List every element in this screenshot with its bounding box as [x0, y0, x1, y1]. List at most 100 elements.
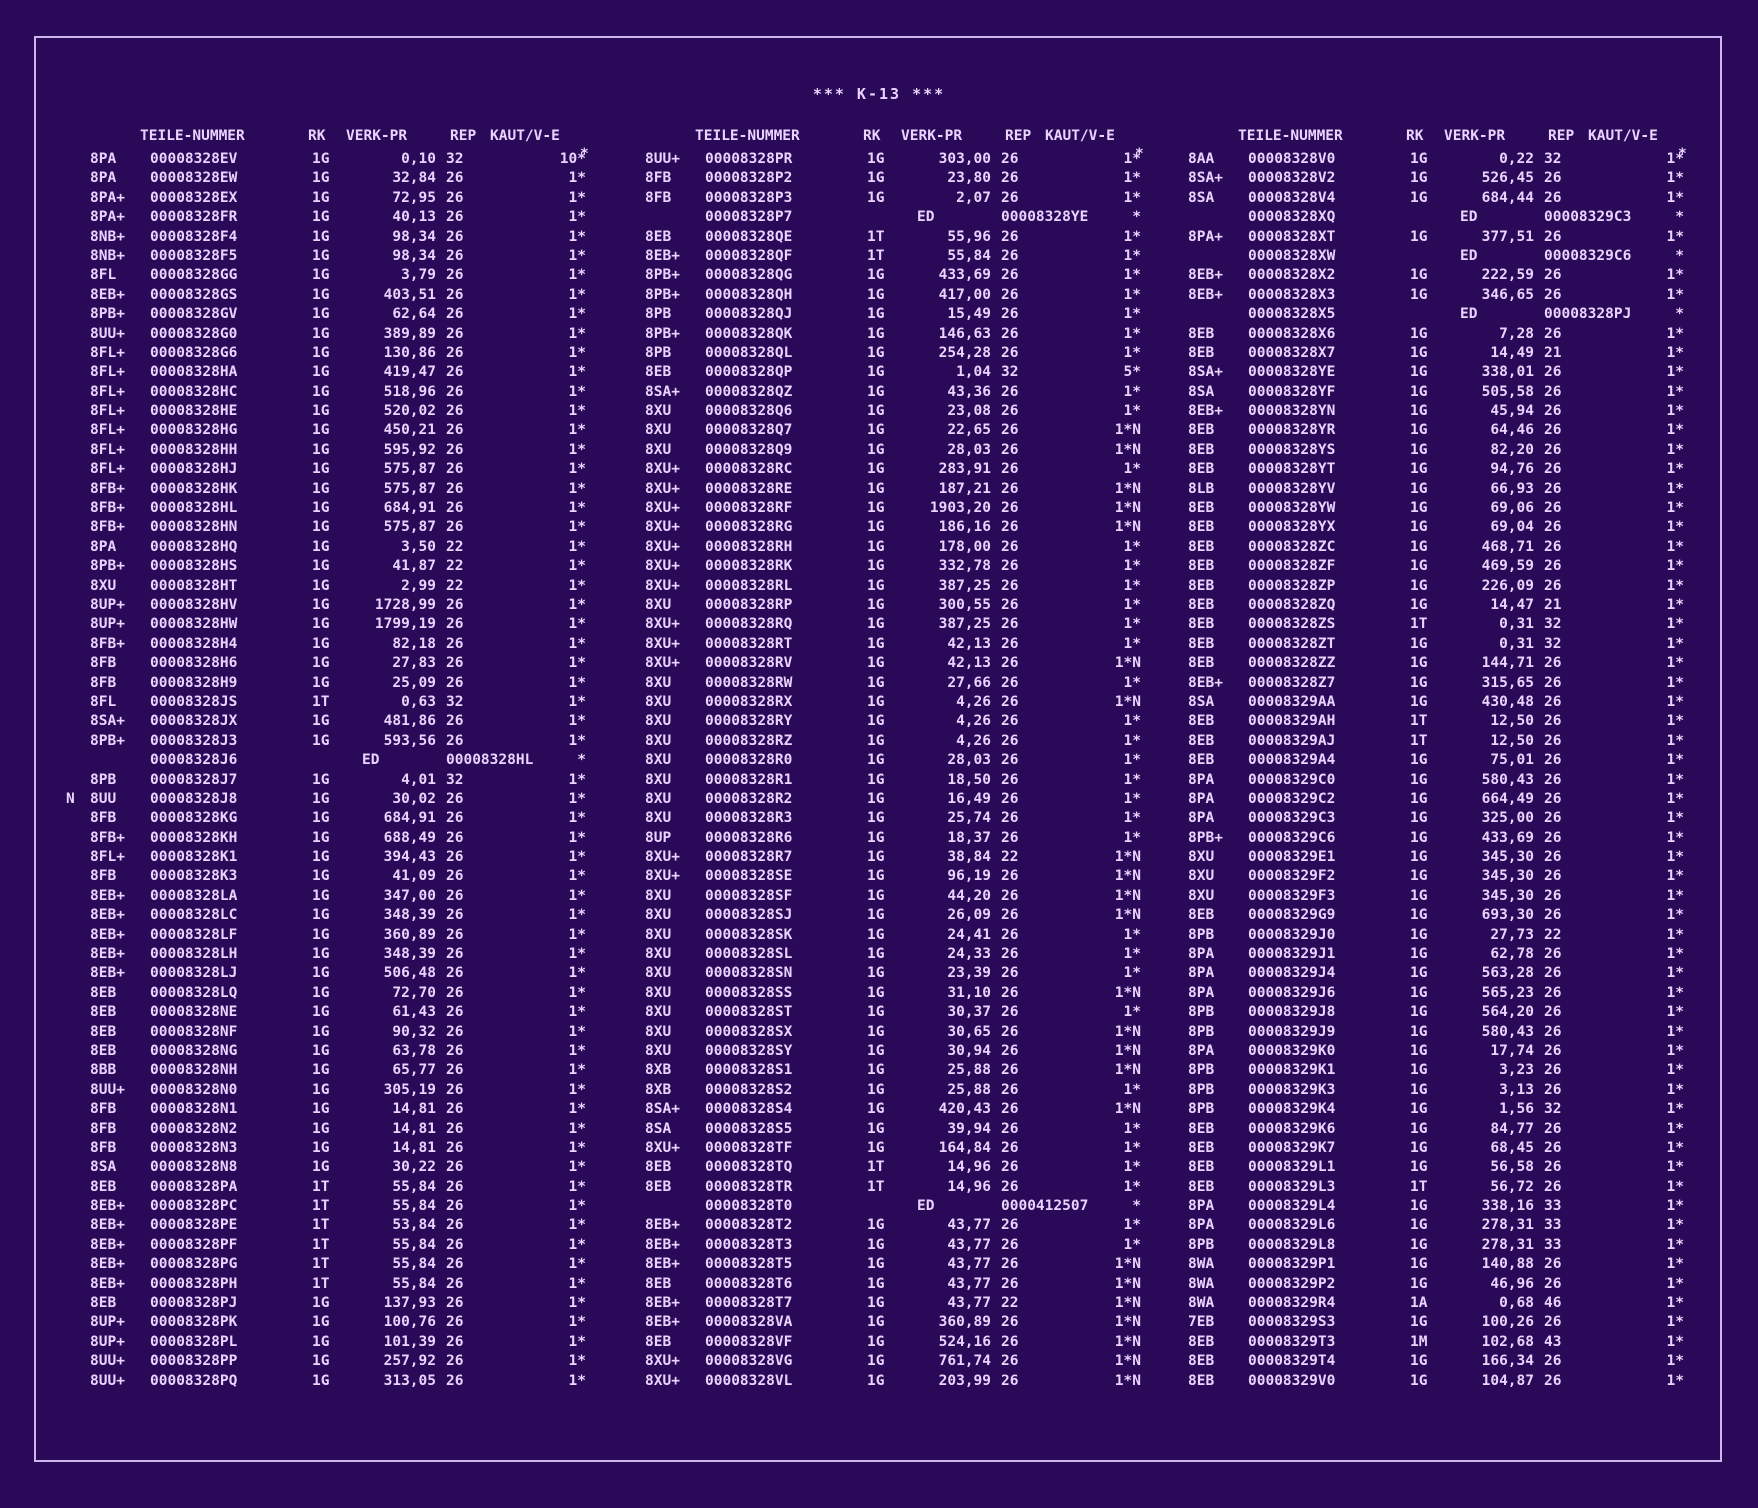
part-number: 00008328XT	[1248, 228, 1336, 245]
price: 24,33	[947, 946, 991, 963]
rk-code: 1G	[312, 635, 330, 652]
part-number: 00008328YT	[1248, 461, 1336, 478]
price: 563,28	[1481, 965, 1534, 982]
table-row: 8PB+ 00008328QH 1G 417,00 26 1*	[621, 286, 1161, 305]
row-prefix: 8PB	[1188, 1004, 1215, 1021]
price: 55,84	[392, 1275, 436, 1292]
rep-code: 26	[1544, 383, 1562, 400]
rk-code: 1G	[1410, 228, 1428, 245]
kaut-ve: 1*	[1666, 151, 1684, 167]
price: 41,87	[392, 558, 436, 575]
price: 14,81	[392, 1139, 436, 1156]
kaut-ve: 1*	[1666, 480, 1684, 497]
rk-code: 1G	[867, 1023, 885, 1040]
table-row: 8EB 00008328T6 1G 43,77 26 1*N	[621, 1275, 1161, 1294]
kaut-ve: 1*	[568, 946, 586, 963]
table-row: 8FL+ 00008328HE 1G 520,02 26 1*	[66, 402, 606, 421]
price: 526,45	[1481, 170, 1534, 187]
part-number: 00008329G9	[1248, 907, 1336, 924]
rep-code: 26	[446, 228, 464, 245]
row-prefix: 8FB+	[90, 480, 125, 497]
ed-marker: ED	[917, 1198, 935, 1215]
table-row: 8UU+ 00008328PP 1G 257,92 26 1*	[66, 1352, 606, 1371]
row-prefix: 8FB+	[90, 635, 125, 652]
kaut-ve: 1*	[1666, 713, 1684, 730]
part-number: 00008329F3	[1248, 887, 1336, 904]
price: 593,56	[383, 732, 436, 749]
row-prefix: 8EB+	[90, 1198, 125, 1215]
row-prefix: 8FB	[90, 810, 117, 827]
rk-code: 1G	[312, 1062, 330, 1079]
kaut-ve: 1*	[1666, 422, 1684, 439]
rep-code: 26	[1001, 752, 1019, 769]
price: 55,84	[392, 1236, 436, 1253]
table-row: 8PA 00008329C0 1G 580,43 26 1*	[1164, 771, 1704, 790]
rk-code: 1G	[867, 364, 885, 381]
table-row: 8XU+ 00008328RH 1G 178,00 26 1*	[621, 538, 1161, 557]
table-row: 8EB 00008329AH 1T 12,50 26 1*	[1164, 712, 1704, 731]
rep-code: 26	[1001, 461, 1019, 478]
rk-code: 1G	[312, 519, 330, 536]
kaut-ve: 1*N	[1114, 849, 1141, 866]
table-row: 8SA+ 00008328JX 1G 481,86 26 1*	[66, 712, 606, 731]
kaut-ve: 1*	[1123, 1178, 1141, 1195]
rep-code: 26	[1544, 1081, 1562, 1098]
row-prefix: 8XU+	[645, 538, 680, 555]
part-number: 00008329C0	[1248, 771, 1336, 788]
price: 69,06	[1490, 500, 1534, 517]
table-row: 8FL+ 00008328K1 1G 394,43 26 1*	[66, 848, 606, 867]
rep-code: 26	[1544, 500, 1562, 517]
rk-code: 1G	[312, 887, 330, 904]
rep-code: 26	[1001, 306, 1019, 323]
price: 14,96	[947, 1159, 991, 1176]
price: 100,26	[1481, 1314, 1534, 1331]
rep-code: 26	[446, 403, 464, 420]
table-row: 8EB+ 00008328LJ 1G 506,48 26 1*	[66, 964, 606, 983]
rk-code: 1G	[312, 383, 330, 400]
table-row: 8FL+ 00008328HC 1G 518,96 26 1*	[66, 383, 606, 402]
rk-code: 1G	[867, 1004, 885, 1021]
kaut-ve: 1*	[568, 1295, 586, 1312]
part-number: 00008329L3	[1248, 1178, 1336, 1195]
rk-code: 1G	[867, 596, 885, 613]
part-number: 00008328S2	[705, 1081, 793, 1098]
rep-code: 26	[1544, 810, 1562, 827]
price: 41,09	[392, 868, 436, 885]
row-prefix: 8PB+	[645, 325, 680, 342]
rep-code: 26	[446, 984, 464, 1001]
kaut-ve: 1*	[1666, 1236, 1684, 1253]
replacement-number: 0000412507	[1001, 1198, 1089, 1215]
rep-code: 26	[1544, 441, 1562, 458]
rep-code: 26	[446, 247, 464, 264]
part-number: 00008328PP	[150, 1353, 238, 1370]
kaut-ve: 1*	[1123, 732, 1141, 749]
row-prefix: 8WA	[1188, 1256, 1215, 1273]
table-row: 00008328P7 ED 00008328YE *	[621, 208, 1161, 227]
table-row: 8EB+ 00008328LA 1G 347,00 26 1*	[66, 887, 606, 906]
price: 42,13	[947, 635, 991, 652]
row-prefix: 8FL+	[90, 422, 125, 439]
row-prefix: 8PA	[90, 538, 117, 555]
rk-code: 1G	[312, 771, 330, 788]
price: 43,77	[947, 1295, 991, 1312]
rk-code: 1G	[312, 500, 330, 517]
row-prefix: 8FL+	[90, 383, 125, 400]
table-row: 8PA 00008329J4 1G 563,28 26 1*	[1164, 964, 1704, 983]
table-row: 8EB 00008329L1 1G 56,58 26 1*	[1164, 1158, 1704, 1177]
price: 2,07	[956, 189, 991, 206]
table-row: 8UP+ 00008328HW 1G 1799,19 26 1*	[66, 615, 606, 634]
price: 394,43	[383, 849, 436, 866]
row-prefix: 8EB	[1188, 538, 1215, 555]
kaut-ve: 1*	[1123, 228, 1141, 245]
table-row: 8UP+ 00008328PL 1G 101,39 26 1*	[66, 1333, 606, 1352]
rk-code: 1G	[1410, 1372, 1428, 1389]
kaut-ve: 1*N	[1114, 1314, 1141, 1331]
rep-code: 26	[1544, 849, 1562, 866]
kaut-ve: 1*	[568, 344, 586, 361]
row-prefix: 8PB+	[90, 306, 125, 323]
table-row: 8XU 00008328RZ 1G 4,26 26 1*	[621, 732, 1161, 751]
part-number: 00008328QG	[705, 267, 793, 284]
rk-code: 1G	[867, 655, 885, 672]
rep-code: 26	[1001, 480, 1019, 497]
rep-code: 22	[446, 558, 464, 575]
